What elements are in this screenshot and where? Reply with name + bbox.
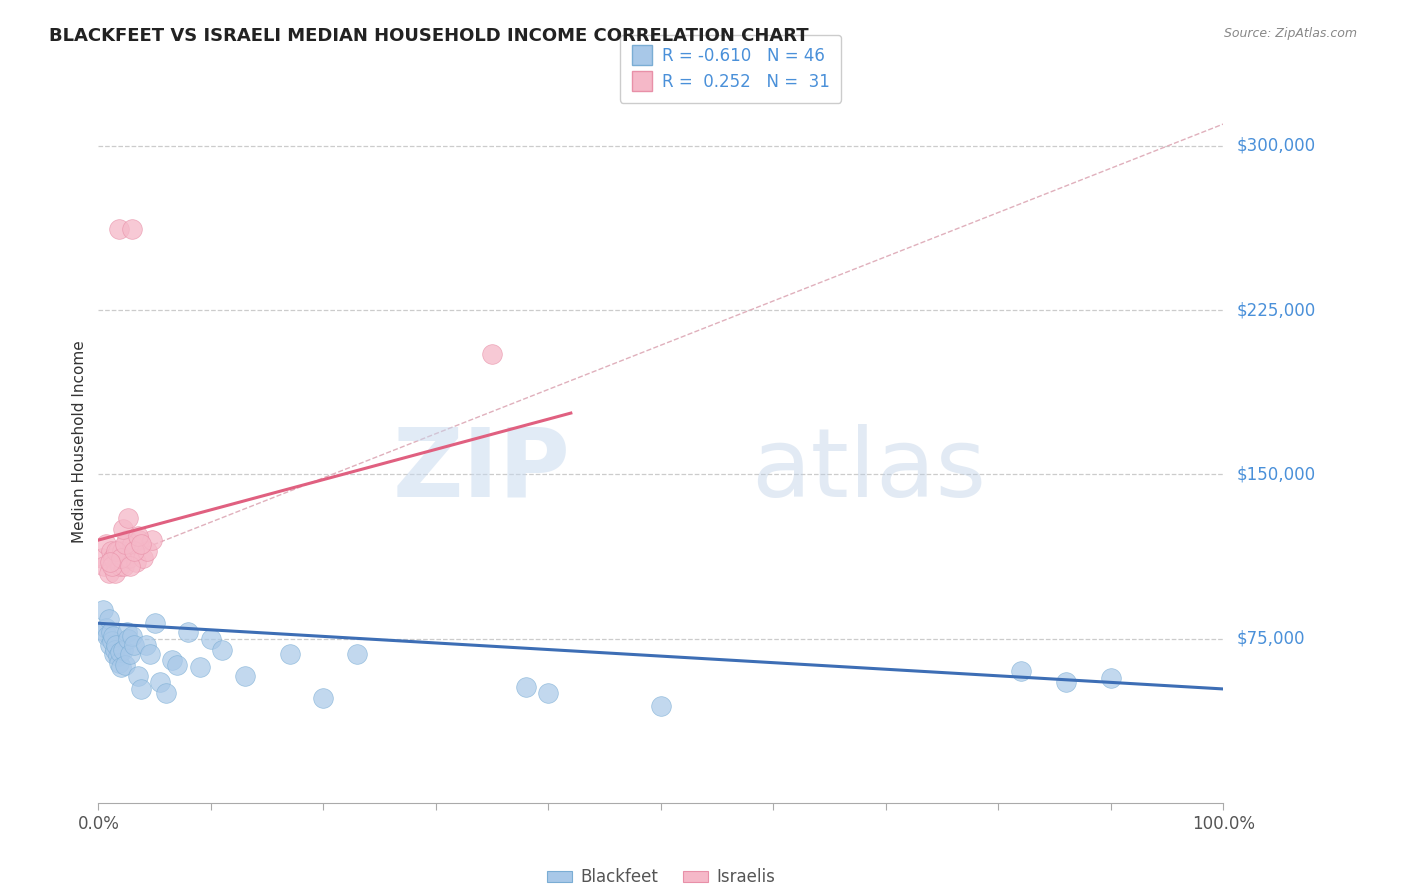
Text: $75,000: $75,000: [1237, 630, 1306, 648]
Point: [107, 222, 129, 236]
Point: [101, 550, 124, 565]
Point: [91, 603, 114, 617]
Point: [143, 616, 166, 631]
Y-axis label: Median Household Income: Median Household Income: [72, 340, 87, 543]
Point: [121, 537, 143, 551]
Point: [108, 559, 131, 574]
Point: [200, 632, 222, 646]
Point: [135, 544, 157, 558]
Point: [149, 675, 172, 690]
Point: [107, 649, 129, 664]
Point: [118, 647, 141, 661]
Point: [121, 222, 143, 236]
Point: [107, 544, 129, 558]
Point: [129, 681, 152, 696]
Point: [1010, 665, 1032, 679]
Point: [139, 647, 162, 661]
Point: [312, 690, 335, 705]
Point: [93, 559, 115, 574]
Point: [104, 566, 127, 580]
Point: [107, 656, 129, 670]
Point: [112, 642, 135, 657]
Point: [110, 660, 132, 674]
Point: [118, 559, 141, 574]
Point: [129, 537, 152, 551]
Point: [127, 529, 149, 543]
Point: [115, 533, 138, 547]
Text: $150,000: $150,000: [1237, 466, 1316, 483]
Text: $225,000: $225,000: [1237, 301, 1316, 319]
Text: $300,000: $300,000: [1237, 137, 1316, 155]
Point: [90, 550, 112, 565]
Point: [211, 642, 233, 657]
Point: [114, 537, 136, 551]
Point: [233, 669, 256, 683]
Point: [104, 642, 127, 657]
Point: [108, 645, 131, 659]
Text: BLACKFEET VS ISRAELI MEDIAN HOUSEHOLD INCOME CORRELATION CHART: BLACKFEET VS ISRAELI MEDIAN HOUSEHOLD IN…: [49, 27, 808, 45]
Point: [96, 629, 118, 643]
Point: [155, 686, 177, 700]
Legend: Blackfeet, Israelis: Blackfeet, Israelis: [540, 862, 782, 892]
Point: [97, 612, 120, 626]
Point: [135, 638, 157, 652]
Point: [117, 632, 139, 646]
Point: [111, 544, 134, 558]
Point: [101, 559, 124, 574]
Point: [103, 647, 125, 661]
Point: [1054, 675, 1077, 690]
Point: [128, 533, 150, 547]
Point: [105, 638, 128, 652]
Point: [105, 544, 128, 558]
Point: [650, 699, 672, 714]
Point: [515, 680, 537, 694]
Point: [115, 625, 138, 640]
Point: [112, 559, 135, 574]
Point: [481, 347, 503, 361]
Text: atlas: atlas: [751, 424, 986, 517]
Point: [188, 660, 211, 674]
Point: [278, 647, 301, 661]
Point: [114, 657, 136, 672]
Point: [141, 533, 163, 547]
Point: [96, 537, 118, 551]
Point: [166, 657, 188, 672]
Point: [132, 550, 155, 565]
Point: [97, 566, 120, 580]
Point: [177, 625, 200, 640]
Point: [98, 638, 121, 652]
Point: [118, 550, 141, 565]
Point: [112, 522, 135, 536]
Point: [124, 555, 146, 569]
Text: ZIP: ZIP: [392, 424, 571, 517]
Point: [160, 653, 183, 667]
Point: [124, 544, 146, 558]
Point: [127, 669, 149, 683]
Point: [100, 625, 122, 640]
Point: [101, 633, 124, 648]
Point: [1099, 671, 1122, 685]
Point: [346, 647, 368, 661]
Point: [96, 621, 118, 635]
Point: [124, 638, 146, 652]
Point: [100, 544, 122, 558]
Text: Source: ZipAtlas.com: Source: ZipAtlas.com: [1223, 27, 1357, 40]
Point: [94, 625, 117, 640]
Point: [537, 686, 560, 700]
Point: [101, 629, 124, 643]
Point: [110, 550, 132, 565]
Point: [98, 555, 121, 569]
Point: [121, 629, 143, 643]
Point: [117, 511, 139, 525]
